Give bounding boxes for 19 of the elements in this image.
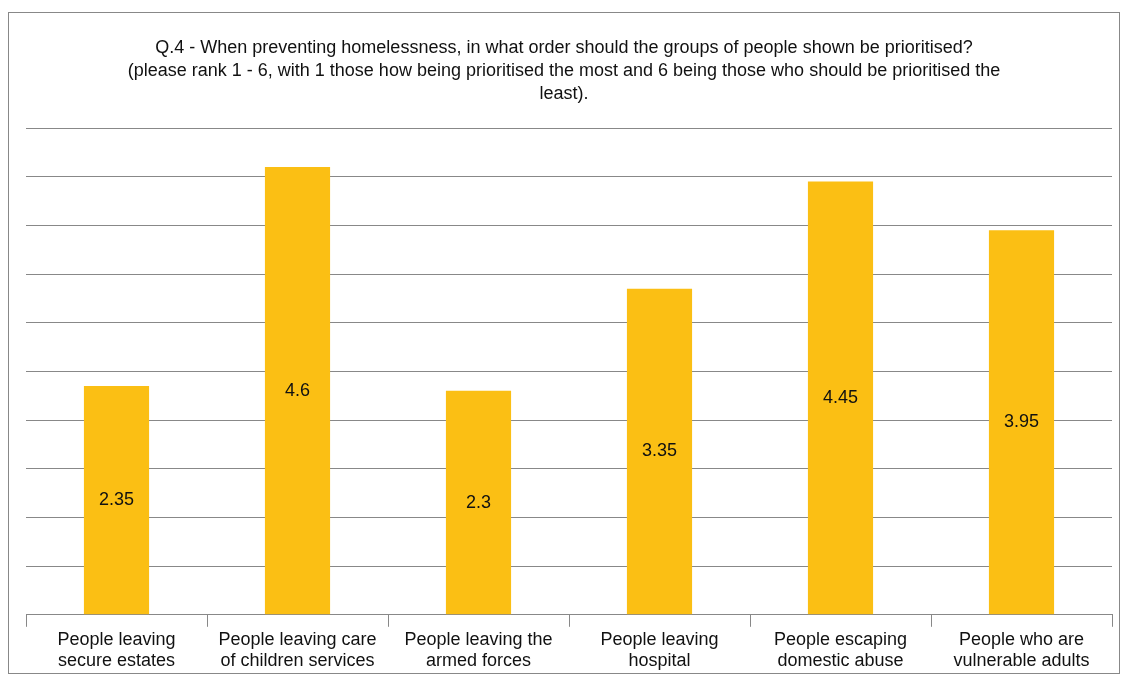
data-label: 3.35 bbox=[641, 440, 678, 461]
x-tick-label: People who are vulnerable adults bbox=[953, 628, 1090, 671]
data-label: 4.6 bbox=[284, 379, 311, 400]
chart-title: Q.4 - When preventing homelessness, in what order should the groups of people shown be prioritised? (please rank 1 - 6, with 1 those how being prioritised the most and 6 being those who should be prioritised the least). bbox=[126, 36, 1002, 105]
x-tick-label: People leaving care of children services bbox=[218, 628, 377, 671]
x-tick-label: People escaping domestic abuse bbox=[773, 628, 908, 671]
data-label: 2.3 bbox=[465, 491, 492, 512]
data-label: 3.95 bbox=[1003, 411, 1040, 432]
bar bbox=[83, 386, 150, 615]
x-tick-label: People leaving secure estates bbox=[57, 628, 176, 671]
bar bbox=[807, 181, 874, 615]
x-tick-label: People leaving the armed forces bbox=[404, 628, 553, 671]
x-tick-label: People leaving hospital bbox=[600, 628, 719, 671]
bar bbox=[445, 390, 512, 615]
data-label: 2.35 bbox=[98, 489, 135, 510]
data-label: 4.45 bbox=[822, 386, 859, 407]
bar bbox=[264, 166, 331, 615]
bar bbox=[626, 288, 693, 615]
bar bbox=[988, 230, 1055, 615]
